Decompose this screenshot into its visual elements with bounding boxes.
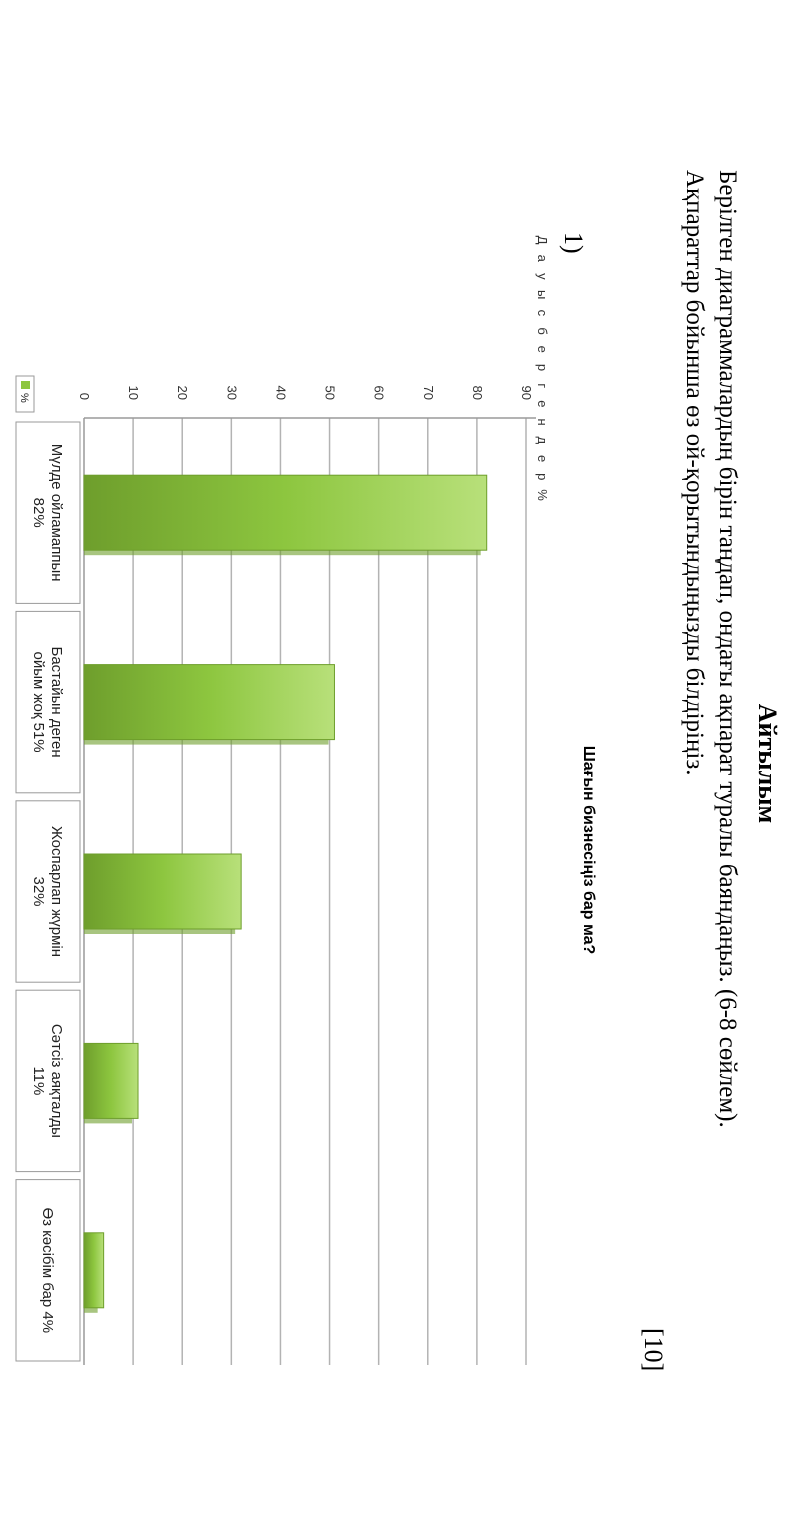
category-label: Бастайын деген <box>48 646 65 757</box>
y-label-letter: а <box>535 255 550 263</box>
y-tick-label: 90 <box>519 386 534 400</box>
bar-side <box>83 1118 133 1124</box>
category-label: 32% <box>30 876 47 906</box>
bars <box>83 474 488 1313</box>
y-label-letter: у <box>535 273 550 280</box>
bar <box>83 474 488 551</box>
y-label-letter: е <box>535 346 550 353</box>
category-label: Жоспарлап жүрмін <box>48 826 65 957</box>
category-label: Өз кәсібім бар 4% <box>39 1207 56 1333</box>
legend-entry: % <box>18 393 30 403</box>
y-tick-label: 50 <box>323 386 338 400</box>
y-label-letter: е <box>535 400 550 407</box>
y-tick-label: 60 <box>372 386 387 400</box>
y-tick-label: 30 <box>224 386 239 400</box>
category-label: Мүлде ойламаппын <box>48 444 65 582</box>
gridlines <box>83 417 536 1365</box>
y-tick-label: 20 <box>175 386 190 400</box>
y-label-letter: б <box>535 327 550 334</box>
category-label: 11% <box>30 1066 47 1095</box>
legend: % <box>15 375 35 413</box>
y-tick-label: 0 <box>77 393 92 400</box>
y-tick-label: 40 <box>273 386 288 400</box>
y-label-letter: д <box>535 437 550 445</box>
y-label-letter: г <box>535 383 550 388</box>
category-label: Сәтсіз аяқталды <box>48 1024 65 1138</box>
bar <box>83 1232 105 1309</box>
category-box <box>15 1179 81 1362</box>
category-box <box>15 800 81 983</box>
category-label: ойым жоқ 51% <box>30 652 47 753</box>
y-label-letter: Д <box>535 236 550 245</box>
y-axis-label: Да у ы с б е р г е н д е р% <box>535 236 550 502</box>
bar <box>83 853 242 930</box>
bar-side <box>84 739 329 745</box>
bar-side <box>84 929 236 934</box>
category-box <box>15 610 81 794</box>
bar-side <box>84 550 481 556</box>
y-label-letter: н <box>535 419 550 426</box>
bar <box>83 664 335 741</box>
y-label-letter: р <box>535 364 550 371</box>
y-tick-label: 70 <box>421 386 436 400</box>
y-label-letter: е <box>535 455 550 462</box>
y-label-letter: с <box>535 310 550 317</box>
bar-side <box>84 1307 98 1313</box>
y-axis-ticks: 0 10 20 30 40 50 60 70 80 90 <box>77 386 534 400</box>
y-label-letter: р <box>535 473 550 480</box>
legend-swatch <box>21 381 30 389</box>
y-label-letter: % <box>535 489 550 501</box>
y-tick-label: 80 <box>470 386 485 400</box>
y-label-letter: ы <box>535 290 550 299</box>
category-box <box>15 989 81 1173</box>
y-tick-label: 10 <box>126 386 141 400</box>
category-label: 82% <box>30 498 47 528</box>
category-box <box>15 421 81 604</box>
bar <box>83 1042 139 1119</box>
chart-title: Шағын бизнесіңіз бар ма? <box>580 746 597 955</box>
